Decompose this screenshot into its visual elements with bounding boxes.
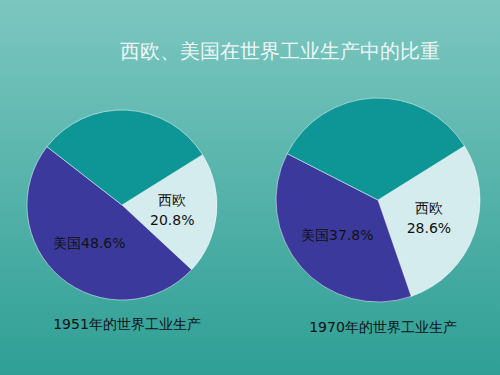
svg-text:西欧: 西欧 <box>158 192 186 208</box>
svg-text:西欧: 西欧 <box>415 200 443 216</box>
svg-text:20.8%: 20.8% <box>150 212 194 228</box>
svg-text:28.6%: 28.6% <box>407 220 451 236</box>
svg-text:美国37.8%: 美国37.8% <box>301 227 373 243</box>
svg-text:1951年的世界工业生产: 1951年的世界工业生产 <box>53 316 201 332</box>
svg-text:1970年的世界工业生产: 1970年的世界工业生产 <box>309 319 457 335</box>
svg-text:西欧、美国在世界工业生产中的比重: 西欧、美国在世界工业生产中的比重 <box>120 39 440 63</box>
svg-text:美国48.6%: 美国48.6% <box>53 235 125 251</box>
